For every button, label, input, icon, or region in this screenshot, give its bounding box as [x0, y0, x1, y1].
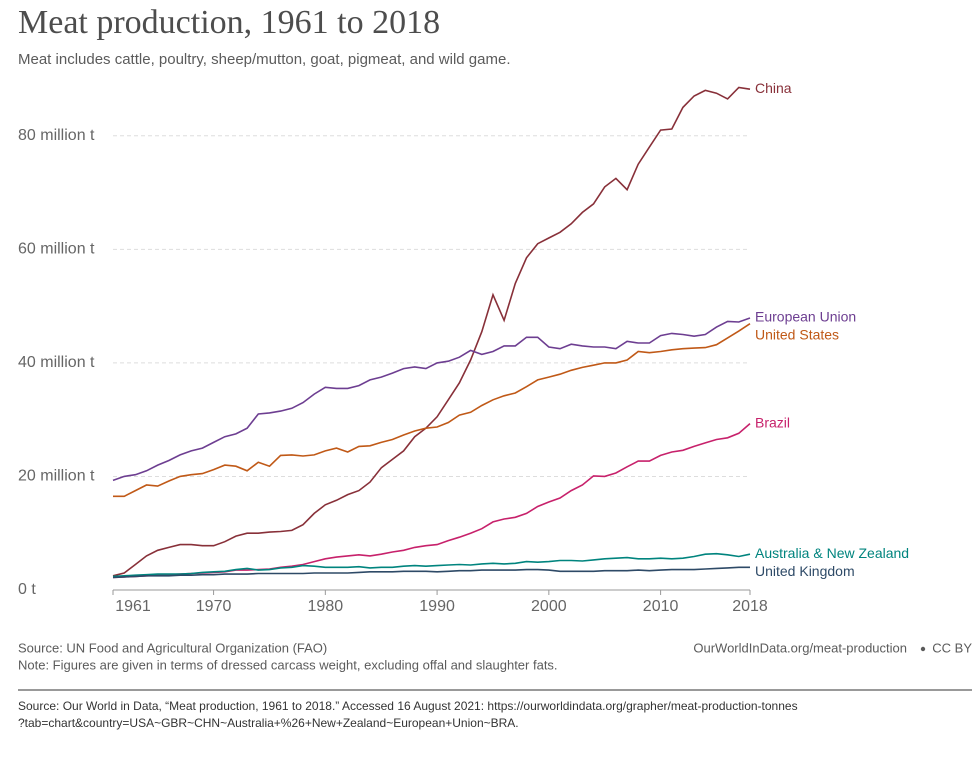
series-line [112, 422, 751, 579]
license: CC BY [932, 640, 972, 655]
y-tick-label: 80 million t [18, 127, 95, 144]
series-label: Brazil [755, 414, 790, 430]
series-label: Australia & New Zealand [755, 545, 909, 561]
series-line [112, 566, 750, 579]
separator [920, 646, 926, 652]
citation: Source: Our World in Data, “Meat product… [18, 699, 798, 713]
x-tick-label: 2000 [531, 598, 567, 615]
x-tick-label: 2010 [643, 598, 679, 615]
series-line [112, 86, 751, 577]
x-tick-label: 1980 [308, 598, 344, 615]
y-tick-label: 20 million t [18, 468, 95, 485]
series-line [113, 323, 751, 498]
series-label: European Union [755, 309, 856, 325]
x-tick-label: 1970 [196, 598, 232, 615]
x-tick-label: 2018 [732, 598, 768, 615]
note: Note: Figures are given in terms of dres… [18, 657, 558, 672]
chart-title: Meat production, 1961 to 2018 [18, 4, 440, 41]
citation: ?tab=chart&country=USA~GBR~CHN~Australia… [18, 716, 519, 730]
y-tick-label: 0 t [18, 581, 36, 598]
series-label: China [755, 80, 792, 96]
x-tick-label: 1961 [115, 598, 151, 615]
x-tick-label: 1990 [419, 598, 455, 615]
y-tick-label: 60 million t [18, 241, 95, 258]
source: Source: UN Food and Agricultural Organiz… [18, 640, 327, 655]
y-tick-label: 40 million t [18, 354, 95, 371]
series-line [112, 317, 751, 482]
chart-subtitle: Meat includes cattle, poultry, sheep/mut… [18, 51, 511, 68]
series-label: United States [755, 327, 839, 343]
url[interactable]: OurWorldInData.org/meat-production [693, 640, 907, 655]
series-line [112, 552, 751, 578]
series-label: United Kingdom [755, 563, 855, 579]
